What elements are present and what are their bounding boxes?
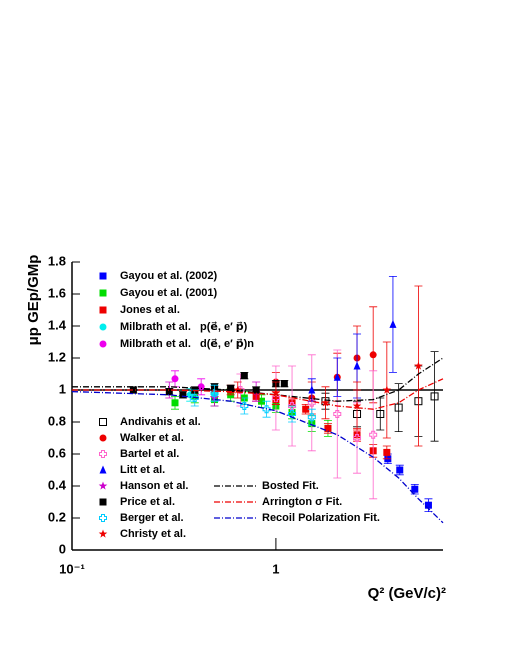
legend-marker [99,450,107,458]
data-point [383,448,391,456]
data-point [240,372,248,380]
y-tick-label: 1.8 [48,253,66,268]
x-tick-label: 1 [272,561,279,576]
legend-marker [99,306,107,314]
error-bar [288,405,297,423]
data-point [240,402,249,410]
data-point [414,361,423,370]
data-point [271,394,280,402]
legend-marker [99,323,107,331]
legend-label: Christy et al. [120,528,186,540]
legend-label: Andivahis et al. [120,416,201,428]
data-point [179,391,187,399]
legend-marker [99,514,107,522]
data-point [369,430,378,439]
data-point [252,386,260,394]
legend-label: Milbrath et al. [120,338,191,350]
error-bar [394,383,403,432]
data-point [382,385,392,394]
data-point [396,466,404,474]
data-point [129,386,137,394]
data-point [308,385,316,394]
y-axis-label: μp GEp/GMp [25,255,42,346]
legend-reaction: p(e⃗, e′ p⃗) [200,321,248,333]
x-axis-label: Q² (GeV/c)² [368,585,446,602]
y-tick-label: 1 [59,381,66,396]
data-point [369,351,377,359]
data-point [190,394,199,402]
fit-line [72,357,444,402]
legend-marker [99,465,107,474]
y-tick-label: 1.2 [48,349,66,364]
legend-label: Gayou et al. (2001) [120,287,218,299]
y-tick-label: 0.6 [48,445,66,460]
data-point [424,501,432,509]
y-tick-label: 1.4 [48,317,67,332]
data-point [171,375,179,383]
legend-marker [98,529,108,538]
legend-marker [99,434,107,442]
legend-label: Bartel et al. [120,448,179,460]
fit-line [71,390,444,524]
data-point [411,485,419,493]
legend-label: Recoil Polarization Fit. [262,512,380,524]
data-point [333,372,341,381]
data-point [321,398,330,407]
y-tick-label: 0.4 [48,477,67,492]
data-point [171,399,179,407]
error-bar [210,384,219,402]
error-bar [307,354,316,452]
legend-marker [99,289,107,297]
data-point [233,385,242,394]
fit-line [72,378,444,410]
y-tick-label: 0 [59,541,66,556]
data-point [288,402,297,410]
data-point [302,405,310,413]
y-tick-label: 1.6 [48,285,66,300]
legend-label: Walker et al. [120,432,184,444]
data-point [394,403,403,412]
data-point [389,319,397,328]
data-point [307,413,316,422]
data-point [324,424,332,432]
error-bar [430,351,439,442]
data-point [352,401,362,410]
data-point [258,397,266,405]
data-point [165,388,173,396]
legend-marker [99,340,107,348]
data-point [280,380,288,388]
legend-marker [99,418,107,426]
data-point [333,410,342,418]
legend-marker [98,481,108,490]
data-point [376,410,385,418]
legend-label: Litt et al. [120,464,165,476]
data-point [353,361,361,370]
legend-marker [99,272,107,280]
legend-label: Price et al. [120,496,175,508]
legend-label: Milbrath et al. [120,321,191,333]
legend-reaction: d(e⃗, e′ p⃗)n [200,338,254,350]
data-point [353,434,362,442]
legend-label: Berger et al. [120,512,184,524]
data-point [430,392,439,401]
data-point [227,384,235,392]
legend-label: Arrington σ Fit. [262,496,342,508]
legend-label: Bosted Fit. [262,480,319,492]
x-tick-label: 10⁻¹ [59,561,85,576]
error-bar [369,370,378,500]
y-tick-label: 0.8 [48,413,66,428]
data-point [271,388,281,397]
legend-label: Gayou et al. (2002) [120,270,218,282]
error-bar [376,397,385,431]
legend-label: Jones et al. [120,304,180,316]
data-point [197,383,205,391]
legend-label: Hanson et al. [120,480,188,492]
legend-marker [99,498,107,506]
y-tick-label: 0.2 [48,509,66,524]
